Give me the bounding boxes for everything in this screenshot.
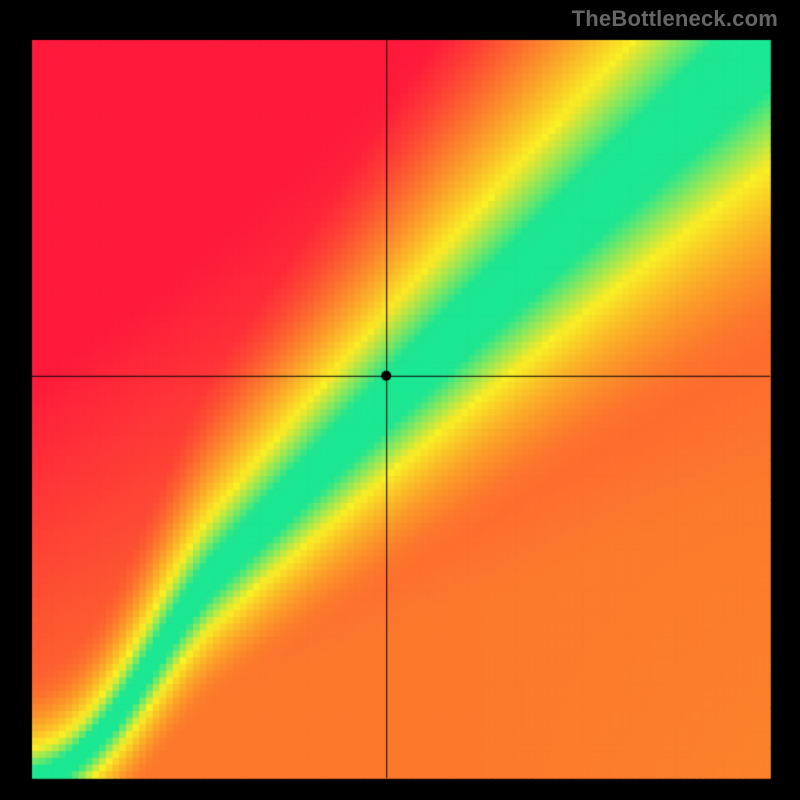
- heatmap-canvas: [0, 0, 800, 800]
- source-attribution: TheBottleneck.com: [572, 6, 778, 32]
- bottleneck-chart: TheBottleneck.com: [0, 0, 800, 800]
